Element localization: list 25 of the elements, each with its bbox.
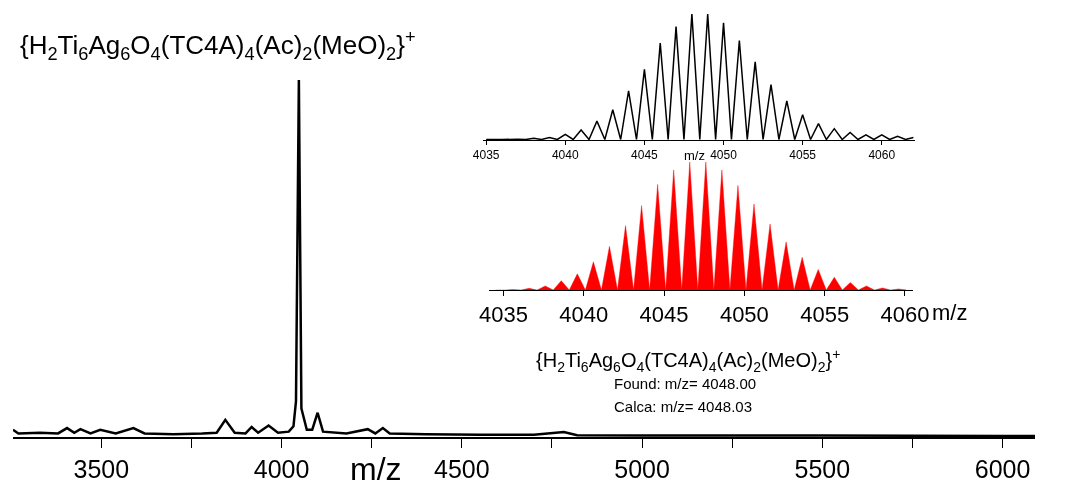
x-tick-label: 5000 [614,455,670,483]
annotation: Calca: m/z= 4048.03 [614,398,752,415]
text: {H$_{2}$Ti$_{6}$Ag$_{6}$O$_{4}$(TC4A)$_{4}$(Ac)$_{2}$(MeO)$_{2}$}$^{+}$ [536,346,841,375]
x-tick-label: 4035 [472,148,500,163]
x-tick-label: 5500 [794,455,851,483]
x-tick-label: 4000 [253,455,310,483]
x-tick-label: 4040 [559,302,609,328]
x-tick-label: 3500 [73,455,130,483]
x-tick-label: 4045 [631,148,659,163]
x-tick-label: 4035 [478,302,528,328]
x-tick-label: 4040 [551,148,579,163]
x-tick-label: 4060 [868,148,896,163]
x-tick-label: 4050 [710,148,738,163]
x-tick-label: 4045 [639,302,689,328]
x-tick-label: 4055 [800,302,850,328]
x-axis-title: m/z [932,300,968,325]
chart-title: {H$_{2}$Ti$_{6}$Ag$_{6}$O$_{4}$(TC4A)$_{4}$(Ac)$_{2}$(MeO)$_{2}$}$^{+}$ [20,27,416,64]
annotation: Found: m/z= 4048.00 [614,375,757,392]
x-axis-title: m/z [350,451,402,487]
x-axis-title: m/z [684,148,705,163]
x-tick-label: 4050 [719,302,769,328]
x-tick-label: 4500 [434,455,490,483]
x-tick-label: 4055 [789,148,817,163]
x-tick-label: 4060 [880,302,930,328]
x-tick-label: 6000 [974,455,1031,483]
